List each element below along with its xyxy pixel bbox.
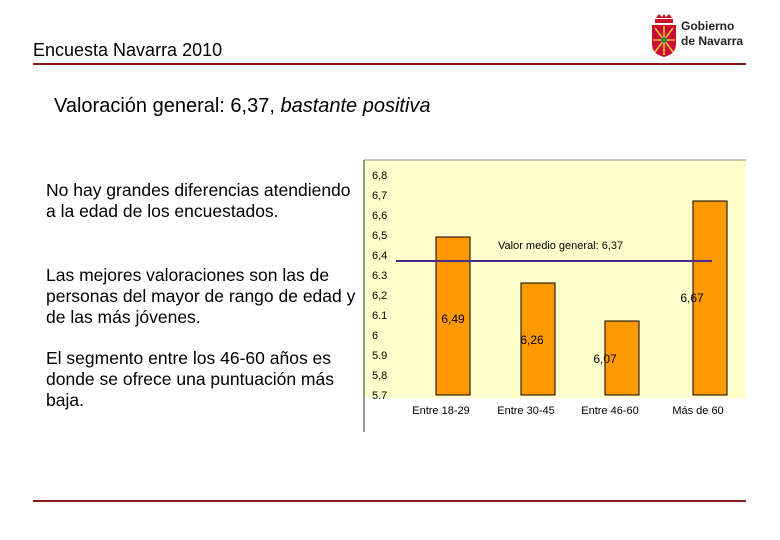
y-tick-label: 5,8	[372, 370, 387, 382]
y-tick-label: 6,2	[372, 290, 387, 302]
x-tick-label: Entre 18-29	[412, 405, 469, 417]
subtitle-text: Valoración general: 6,37,	[54, 95, 275, 117]
gobierno-de-navarra-logo: Gobierno de Navarra	[650, 14, 750, 58]
bar-value-label: 6,26	[520, 333, 544, 347]
x-tick-label: Entre 30-45	[497, 405, 554, 417]
subtitle-emphasis: bastante positiva	[280, 95, 431, 117]
paragraph-age-differences: No hay grandes diferencias atendiendo a …	[46, 180, 351, 221]
bar-value-label: 6,07	[593, 352, 617, 366]
y-tick-label: 5.9	[372, 350, 387, 362]
y-tick-label: 5.7	[372, 390, 387, 402]
logo-text-line1: Gobierno	[681, 19, 735, 33]
slide-subtitle: Valoración general: 6,37, bastante posit…	[54, 95, 431, 118]
x-tick-label: Más de 60	[672, 405, 723, 417]
y-tick-label: 6	[372, 330, 378, 342]
bar	[692, 200, 728, 396]
header-divider	[33, 63, 746, 65]
x-tick-label: Entre 46-60	[581, 405, 638, 417]
y-tick-label: 6,8	[372, 170, 387, 182]
bar-value-label: 6,67	[680, 291, 704, 305]
bar-value-label: 6,49	[441, 312, 465, 326]
mean-reference-label: Valor medio general: 6,37	[498, 240, 623, 252]
logo-text-line2: de Navarra	[681, 34, 744, 48]
paragraph-lowest-segment: El segmento entre los 46-60 años es dond…	[46, 348, 334, 410]
y-tick-label: 6.1	[372, 310, 387, 322]
y-tick-label: 6,5	[372, 230, 387, 242]
bar	[604, 320, 640, 396]
paragraph-best-ratings: Las mejores valoraciones son las de pers…	[46, 265, 356, 327]
y-tick-label: 6,6	[372, 210, 387, 222]
y-tick-label: 6.3	[372, 270, 387, 282]
navarra-coat-of-arms-icon	[652, 14, 676, 57]
y-tick-label: 6,7	[372, 190, 387, 202]
footer-divider	[33, 500, 746, 502]
age-rating-bar-chart: 6,8 6,7 6,6 6,5 6,4 6.3 6,2 6.1 6 5.9 5,8 5.7 6,49 En…	[363, 159, 746, 432]
bar	[435, 236, 471, 396]
page-header-title: Encuesta Navarra 2010	[33, 40, 223, 60]
bar	[520, 282, 556, 396]
y-tick-label: 6,4	[372, 250, 387, 262]
